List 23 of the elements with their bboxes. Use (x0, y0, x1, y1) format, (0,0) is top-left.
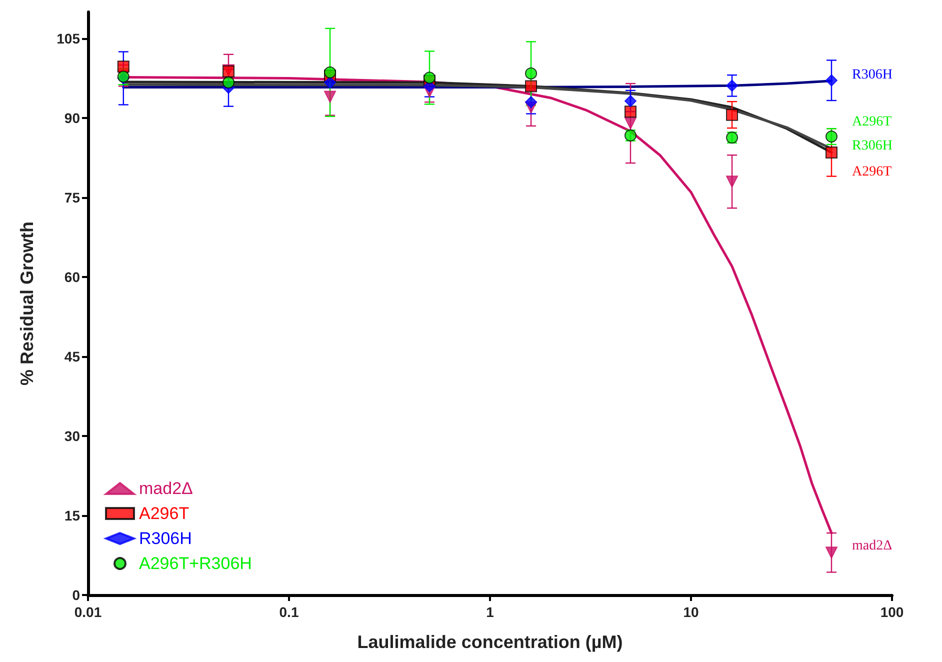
x-tick-label: 10 (683, 604, 699, 620)
y-tick-label: 75 (64, 190, 80, 206)
y-tick-label: 15 (64, 508, 80, 524)
legend-label: A296T (139, 504, 190, 523)
legend-label: R306H (139, 529, 192, 548)
y-tick-label: 30 (64, 428, 80, 444)
annotation: A296T R306H (852, 114, 892, 154)
x-axis-title: Laulimalide concentration (µM) (357, 632, 623, 652)
x-tick-label: 0.01 (74, 604, 102, 620)
annotation: A296T (852, 164, 892, 180)
y-tick-label: 105 (56, 30, 80, 46)
y-tick-label: 45 (64, 348, 80, 364)
annotation: mad2Δ (852, 538, 892, 554)
y-tick-label: 60 (64, 269, 80, 285)
x-tick-label: 0.1 (279, 604, 299, 620)
legend-label: mad2Δ (139, 479, 193, 498)
y-axis-title: % Residual Growth (17, 221, 37, 386)
annotation: R306H (852, 68, 892, 82)
y-tick-label: 0 (72, 587, 80, 603)
legend-label: A296T+R306H (139, 554, 252, 573)
y-tick-label: 90 (64, 110, 80, 126)
x-tick-label: 100 (880, 604, 904, 620)
x-tick-label: 1 (486, 604, 494, 620)
